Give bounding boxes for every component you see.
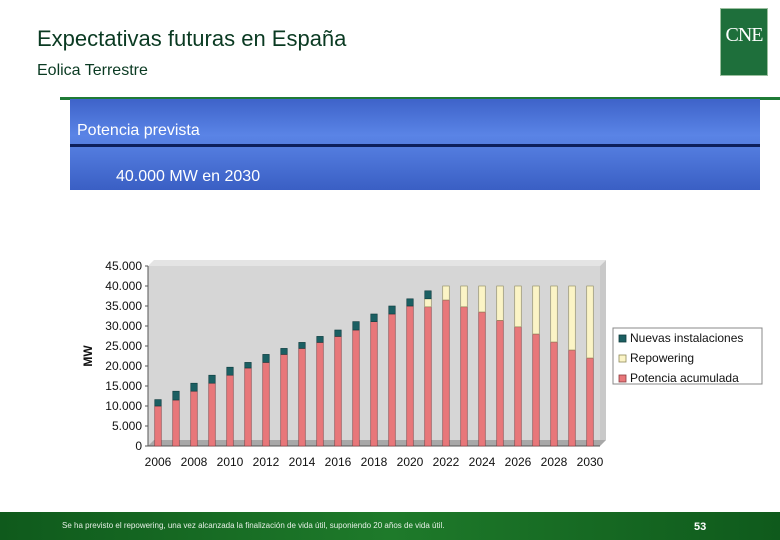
- x-tick-label: 2010: [217, 455, 244, 469]
- legend-box: [612, 327, 763, 385]
- capacity-chart: 0 5.000 10.000 15.000 20.000 25.000 30.000 35.0…: [81, 259, 763, 469]
- bar-potencia-acumulada: [244, 367, 252, 447]
- bar-potencia-acumulada: [190, 390, 198, 447]
- y-tick-label: 10.000: [105, 399, 142, 413]
- bar-potencia-acumulada: [424, 306, 432, 447]
- bar-potencia-acumulada: [388, 313, 396, 447]
- bar-potencia-acumulada: [334, 336, 342, 447]
- x-tick-label: 2006: [145, 455, 172, 469]
- x-tick-label: 2026: [505, 455, 532, 469]
- banner-separator: [70, 144, 760, 147]
- header-divider: [60, 97, 780, 100]
- bar-potencia-acumulada: [406, 305, 414, 447]
- footer-bar: Se ha previsto el repowering, una vez al…: [0, 512, 780, 540]
- bar-potencia-acumulada: [442, 299, 450, 447]
- y-axis-label: MW: [81, 345, 95, 367]
- bar-repowering: [586, 285, 594, 359]
- bar-nuevas-instalaciones: [388, 305, 396, 315]
- x-tick-label: 2008: [181, 455, 208, 469]
- legend-swatch: [618, 334, 627, 343]
- bar-repowering: [460, 285, 468, 308]
- y-tick-label: 35.000: [105, 299, 142, 313]
- bar-nuevas-instalaciones: [262, 354, 270, 363]
- legend-label: Potencia acumulada: [630, 371, 739, 385]
- bar-repowering: [442, 285, 450, 301]
- x-tick-label: 2018: [361, 455, 388, 469]
- bar-potencia-acumulada: [298, 348, 306, 447]
- bar-potencia-acumulada: [550, 341, 558, 447]
- banner-heading: Potencia prevista: [77, 122, 200, 139]
- bar-potencia-acumulada: [172, 399, 180, 447]
- y-tick-label: 5.000: [112, 419, 142, 433]
- bar-repowering: [532, 285, 540, 335]
- bar-potencia-acumulada: [586, 357, 594, 447]
- x-tick-label: 2012: [253, 455, 280, 469]
- y-tick-label: 15.000: [105, 379, 142, 393]
- bar-potencia-acumulada: [496, 320, 504, 447]
- x-tick-label: 2024: [469, 455, 496, 469]
- bar-potencia-acumulada: [280, 354, 288, 447]
- x-tick-label: 2022: [433, 455, 460, 469]
- bar-repowering: [550, 285, 558, 343]
- bar-nuevas-instalaciones: [190, 382, 198, 392]
- plot-side-wall: [600, 260, 606, 446]
- bar-nuevas-instalaciones: [208, 374, 216, 384]
- bar-nuevas-instalaciones: [406, 298, 414, 307]
- bar-potencia-acumulada: [208, 382, 216, 447]
- footer-note: Se ha previsto el repowering, una vez al…: [62, 521, 445, 530]
- bar-repowering: [514, 285, 522, 328]
- bar-potencia-acumulada: [352, 329, 360, 447]
- bar-potencia-acumulada: [478, 311, 486, 447]
- y-tick-label: 20.000: [105, 359, 142, 373]
- bar-potencia-acumulada: [226, 374, 234, 447]
- bar-repowering: [568, 285, 576, 351]
- bar-repowering: [496, 285, 504, 321]
- y-tick-label: 0: [135, 439, 142, 453]
- legend-label: Repowering: [630, 351, 694, 365]
- bar-potencia-acumulada: [154, 405, 162, 447]
- x-tick-label: 2014: [289, 455, 316, 469]
- y-tick-label: 30.000: [105, 319, 142, 333]
- bar-potencia-acumulada: [460, 306, 468, 447]
- page-subtitle: Eolica Terrestre: [37, 62, 148, 79]
- bar-potencia-acumulada: [514, 326, 522, 447]
- forecast-banner: Potencia prevista 40.000 MW en 2030: [70, 99, 760, 190]
- bar-potencia-acumulada: [568, 349, 576, 447]
- plot-top-wall: [148, 260, 606, 266]
- bar-potencia-acumulada: [316, 342, 324, 447]
- bar-nuevas-instalaciones: [280, 348, 288, 355]
- bar-potencia-acumulada: [370, 321, 378, 447]
- x-tick-label: 2016: [325, 455, 352, 469]
- y-tick-label: 45.000: [105, 259, 142, 273]
- bar-nuevas-instalaciones: [244, 362, 252, 369]
- page-title: Expectativas futuras en España: [37, 26, 347, 51]
- x-tick-label: 2030: [577, 455, 604, 469]
- bar-nuevas-instalaciones: [154, 399, 162, 407]
- bar-nuevas-instalaciones: [172, 390, 180, 401]
- bar-nuevas-instalaciones: [226, 366, 234, 376]
- bar-nuevas-instalaciones: [370, 313, 378, 322]
- legend-swatch: [618, 354, 627, 363]
- bar-nuevas-instalaciones: [424, 290, 432, 300]
- cne-logo: CNE: [720, 8, 768, 76]
- y-tick-label: 40.000: [105, 279, 142, 293]
- x-tick-label: 2028: [541, 455, 568, 469]
- x-tick-label: 2020: [397, 455, 424, 469]
- bar-nuevas-instalaciones: [298, 342, 306, 349]
- bar-nuevas-instalaciones: [334, 329, 342, 337]
- bar-nuevas-instalaciones: [352, 321, 360, 331]
- legend-label: Nuevas instalaciones: [630, 331, 743, 345]
- y-tick-label: 25.000: [105, 339, 142, 353]
- legend-swatch: [618, 374, 627, 383]
- banner-value: 40.000 MW en 2030: [116, 168, 261, 185]
- bar-potencia-acumulada: [262, 362, 270, 447]
- bar-potencia-acumulada: [532, 333, 540, 447]
- bar-repowering: [478, 285, 486, 313]
- page-number: 53: [694, 521, 707, 533]
- bar-nuevas-instalaciones: [316, 336, 324, 343]
- bar-repowering: [424, 298, 432, 308]
